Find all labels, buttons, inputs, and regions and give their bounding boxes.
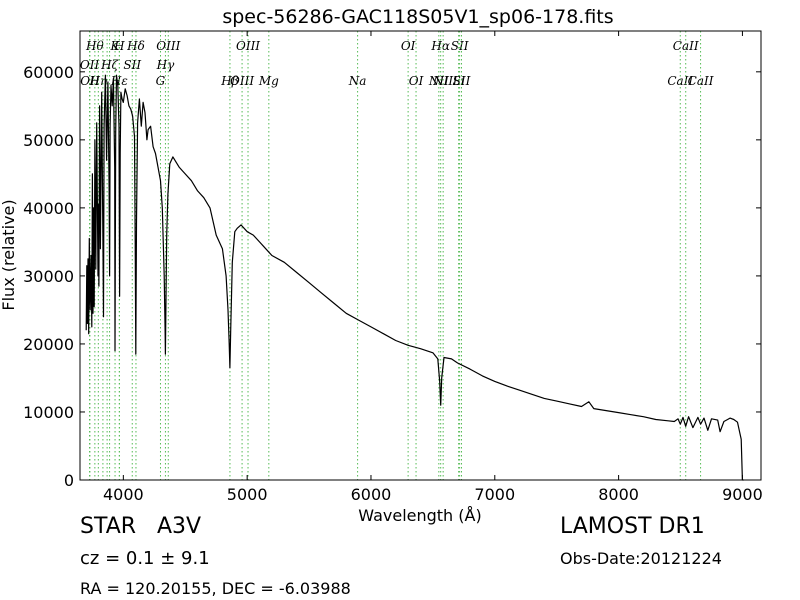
spectral-line-label: OIII xyxy=(236,39,260,53)
spectral-line-label: NII xyxy=(428,74,449,88)
spectral-line-label: NII xyxy=(432,74,453,88)
x-tick-label: 5000 xyxy=(227,485,268,504)
spectrum-series xyxy=(85,74,744,481)
spectral-line-label: OIII xyxy=(230,74,254,88)
x-tick-label: 6000 xyxy=(351,485,392,504)
spectral-line-label: OIII xyxy=(156,39,180,53)
x-axis: 4000 5000 6000 7000 8000 9000 xyxy=(103,31,763,504)
survey-label: LAMOST DR1 xyxy=(560,514,705,539)
redshift-label: cz = 0.1 ± 9.1 xyxy=(80,548,210,569)
y-tick-label: 30000 xyxy=(23,267,74,286)
plot-frame xyxy=(79,30,762,481)
x-tick-label: 4000 xyxy=(103,485,144,504)
y-tick-label: 60000 xyxy=(23,63,74,82)
y-tick-label: 40000 xyxy=(23,199,74,218)
spectral-line-label: CaII xyxy=(667,74,693,88)
spectral-line-label: CaII xyxy=(688,74,714,88)
spectral-line-label: Hγ xyxy=(156,58,175,72)
spectral-line-label: Na xyxy=(348,74,367,88)
spectral-line-label: Hε xyxy=(110,74,128,88)
y-tick-label: 10000 xyxy=(23,403,74,422)
spectral-line-label: Hζ xyxy=(100,58,119,72)
spectral-line-label: Hβ xyxy=(220,74,238,88)
spectral-line-label: CaII xyxy=(673,39,699,53)
spectral-line-label: Mg xyxy=(258,74,279,88)
y-tick-label: 20000 xyxy=(23,335,74,354)
y-tick-label: 0 xyxy=(64,471,74,490)
spectral-line-label: Hδ xyxy=(126,39,145,53)
x-tick-label: 8000 xyxy=(598,485,639,504)
y-tick-label: 50000 xyxy=(23,131,74,150)
spectral-line-label: OI xyxy=(409,74,424,88)
subclass-label: A3V xyxy=(157,514,202,539)
spectral-line-label: Hθ xyxy=(85,39,104,53)
spectral-line-label: K xyxy=(110,39,121,53)
spectrum-line xyxy=(85,74,744,481)
x-axis-label: Wavelength (Å) xyxy=(358,506,481,525)
spectral-line-label: G xyxy=(156,74,166,88)
spectral-line-label: OI xyxy=(401,39,416,53)
y-axis-label: Flux (relative) xyxy=(0,199,18,310)
x-tick-label: 9000 xyxy=(722,485,763,504)
spectral-line-label: SII xyxy=(453,74,471,88)
class-label: STAR xyxy=(80,514,137,539)
coordinates-label: RA = 120.20155, DEC = -6.03988 xyxy=(80,579,351,598)
spectral-line-label: H xyxy=(113,39,125,53)
obs-date-label: Obs-Date:20121224 xyxy=(560,549,722,568)
spectral-line-label: Hα xyxy=(430,39,450,53)
x-tick-label: 7000 xyxy=(474,485,515,504)
y-axis: 0 10000 20000 30000 40000 50000 60000 xyxy=(23,63,761,490)
chart-title: spec-56286-GAC118S05V1_sp06-178.fits xyxy=(222,6,613,28)
spectral-line-label: SII xyxy=(451,39,469,53)
spectral-line-label: SII xyxy=(123,58,141,72)
